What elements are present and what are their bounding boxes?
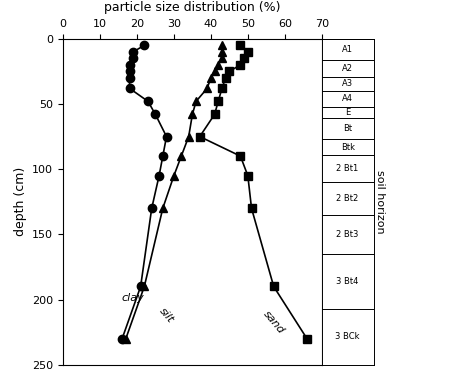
Y-axis label: depth (cm): depth (cm) — [14, 167, 27, 236]
Text: A2: A2 — [342, 64, 353, 73]
Text: clay: clay — [122, 293, 144, 303]
Text: silt: silt — [158, 306, 176, 325]
Text: 3 Bt4: 3 Bt4 — [337, 277, 359, 286]
Text: A1: A1 — [342, 45, 353, 54]
X-axis label: particle size distribution (%): particle size distribution (%) — [104, 1, 281, 14]
Y-axis label: soil horizon: soil horizon — [374, 170, 385, 234]
Text: Btk: Btk — [341, 142, 355, 151]
Text: A4: A4 — [342, 94, 353, 103]
Text: E: E — [345, 108, 350, 117]
Text: 2 Bt1: 2 Bt1 — [337, 164, 359, 173]
Text: A3: A3 — [342, 79, 353, 88]
Text: 2 Bt3: 2 Bt3 — [337, 230, 359, 239]
Text: 3 BCk: 3 BCk — [335, 332, 360, 341]
Text: Bt: Bt — [343, 124, 352, 133]
Text: 2 Bt2: 2 Bt2 — [337, 194, 359, 203]
Text: sand: sand — [261, 309, 286, 336]
